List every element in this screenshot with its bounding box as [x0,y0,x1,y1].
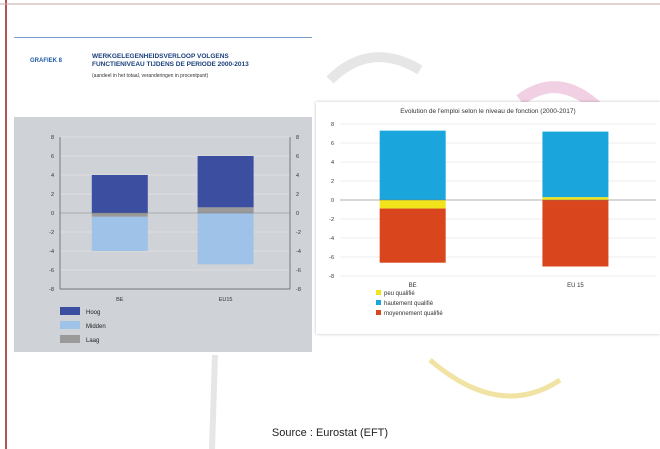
y-tick-label: 6 [331,141,334,147]
legend-swatch [60,321,80,329]
right-chart-svg: 8 6 4 2 0 -2 -4 -6 -8 BE EU 15 peu qualifié hautemen… [329,122,656,317]
legend-label: Midden [86,324,106,330]
legend-swatch [60,335,80,343]
source-note: Source : Eurostat (EFT) [271,427,389,439]
y-tick-label: -4 [329,236,334,242]
y-tick-label: -2 [49,230,54,236]
y-tick-label-right: -4 [296,249,301,255]
bar-segment [91,175,148,213]
y-tick-label: -8 [329,274,334,280]
left-chart-header: GRAFIEK 8 WERKGELEGENHEIDSVERLOOP VOLGEN… [14,20,312,100]
y-tick-label: 2 [51,192,54,198]
left-chart-panel: GRAFIEK 8 WERKGELEGENHEIDSVERLOOP VOLGEN… [14,20,312,352]
legend-label: Hoog [86,310,100,316]
y-tick-label: -6 [329,255,334,261]
y-tick-label-right: 4 [296,173,299,179]
legend-swatch [60,307,80,315]
x-category-label: BE [409,283,417,289]
bar-segment [197,156,254,208]
bar-segment [542,131,609,198]
x-category-label: BE [116,297,124,303]
bar-segment [197,213,254,265]
y-tick-label: 8 [331,122,334,128]
bar-segment [91,213,148,217]
bar-segment [379,130,446,200]
y-tick-label-right: 2 [296,192,299,198]
y-tick-label-right: 8 [296,135,299,141]
legend-label: moyennement qualifié [384,311,443,317]
y-tick-label: -4 [49,249,54,255]
right-chart-title: Evolution de l'emploi selon le niveau de… [400,108,576,115]
y-tick-label: -8 [49,287,54,293]
y-tick-label: -6 [49,268,54,274]
y-tick-label-right: -8 [296,287,301,293]
y-tick-label-right: -2 [296,230,301,236]
x-category-label: EU 15 [567,283,584,289]
bar-segment [197,207,254,213]
bar-segment [379,200,446,209]
figure-number: GRAFIEK 8 [30,58,63,64]
x-category-label: EU15 [219,297,233,303]
legend-swatch [376,290,381,295]
bar-segment [379,208,446,263]
y-tick-label: -2 [329,217,334,223]
y-tick-label: 4 [331,160,334,166]
y-tick-label: 4 [51,173,54,179]
left-chart-title-line2: FUNCTIENIVEAU TIJDENS DE PERIODE 2000-20… [92,61,249,68]
header-rule [14,37,312,38]
y-tick-label-right: 6 [296,154,299,160]
legend-label: hautement qualifié [384,301,434,307]
y-tick-label: 0 [331,198,334,204]
y-tick-label: 2 [331,179,334,185]
y-tick-label: 8 [51,135,54,141]
legend-swatch [376,300,381,305]
bar-segment [91,216,148,251]
bar-segment [542,200,609,267]
y-tick-label: 6 [51,154,54,160]
bar-segment [542,197,609,200]
legend-swatch [376,310,381,315]
left-chart-area: 8 8 6 6 4 4 2 2 0 0 -2 -2 -4 -4 -6 -6 -8 -8 BE EU15 Hoog Midd… [14,117,312,352]
y-tick-label-right: -6 [296,268,301,274]
left-chart-title: WERKGELEGENHEIDSVERLOOP VOLGENS FUNCTIEN… [92,53,307,69]
legend-label: Laag [86,338,99,344]
left-chart-title-line1: WERKGELEGENHEIDSVERLOOP VOLGENS [92,53,229,60]
y-tick-label: 0 [51,211,54,217]
y-tick-label-right: 0 [296,211,299,217]
left-chart-svg: 8 8 6 6 4 4 2 2 0 0 -2 -2 -4 -4 -6 -6 -8 -8 BE EU15 Hoog Midd… [49,135,301,344]
right-chart-panel: Evolution de l'emploi selon le niveau de… [316,102,660,334]
legend-label: peu qualifié [384,291,415,297]
left-chart-subtitle: (aandeel in het totaal, veranderingen in… [92,73,209,79]
